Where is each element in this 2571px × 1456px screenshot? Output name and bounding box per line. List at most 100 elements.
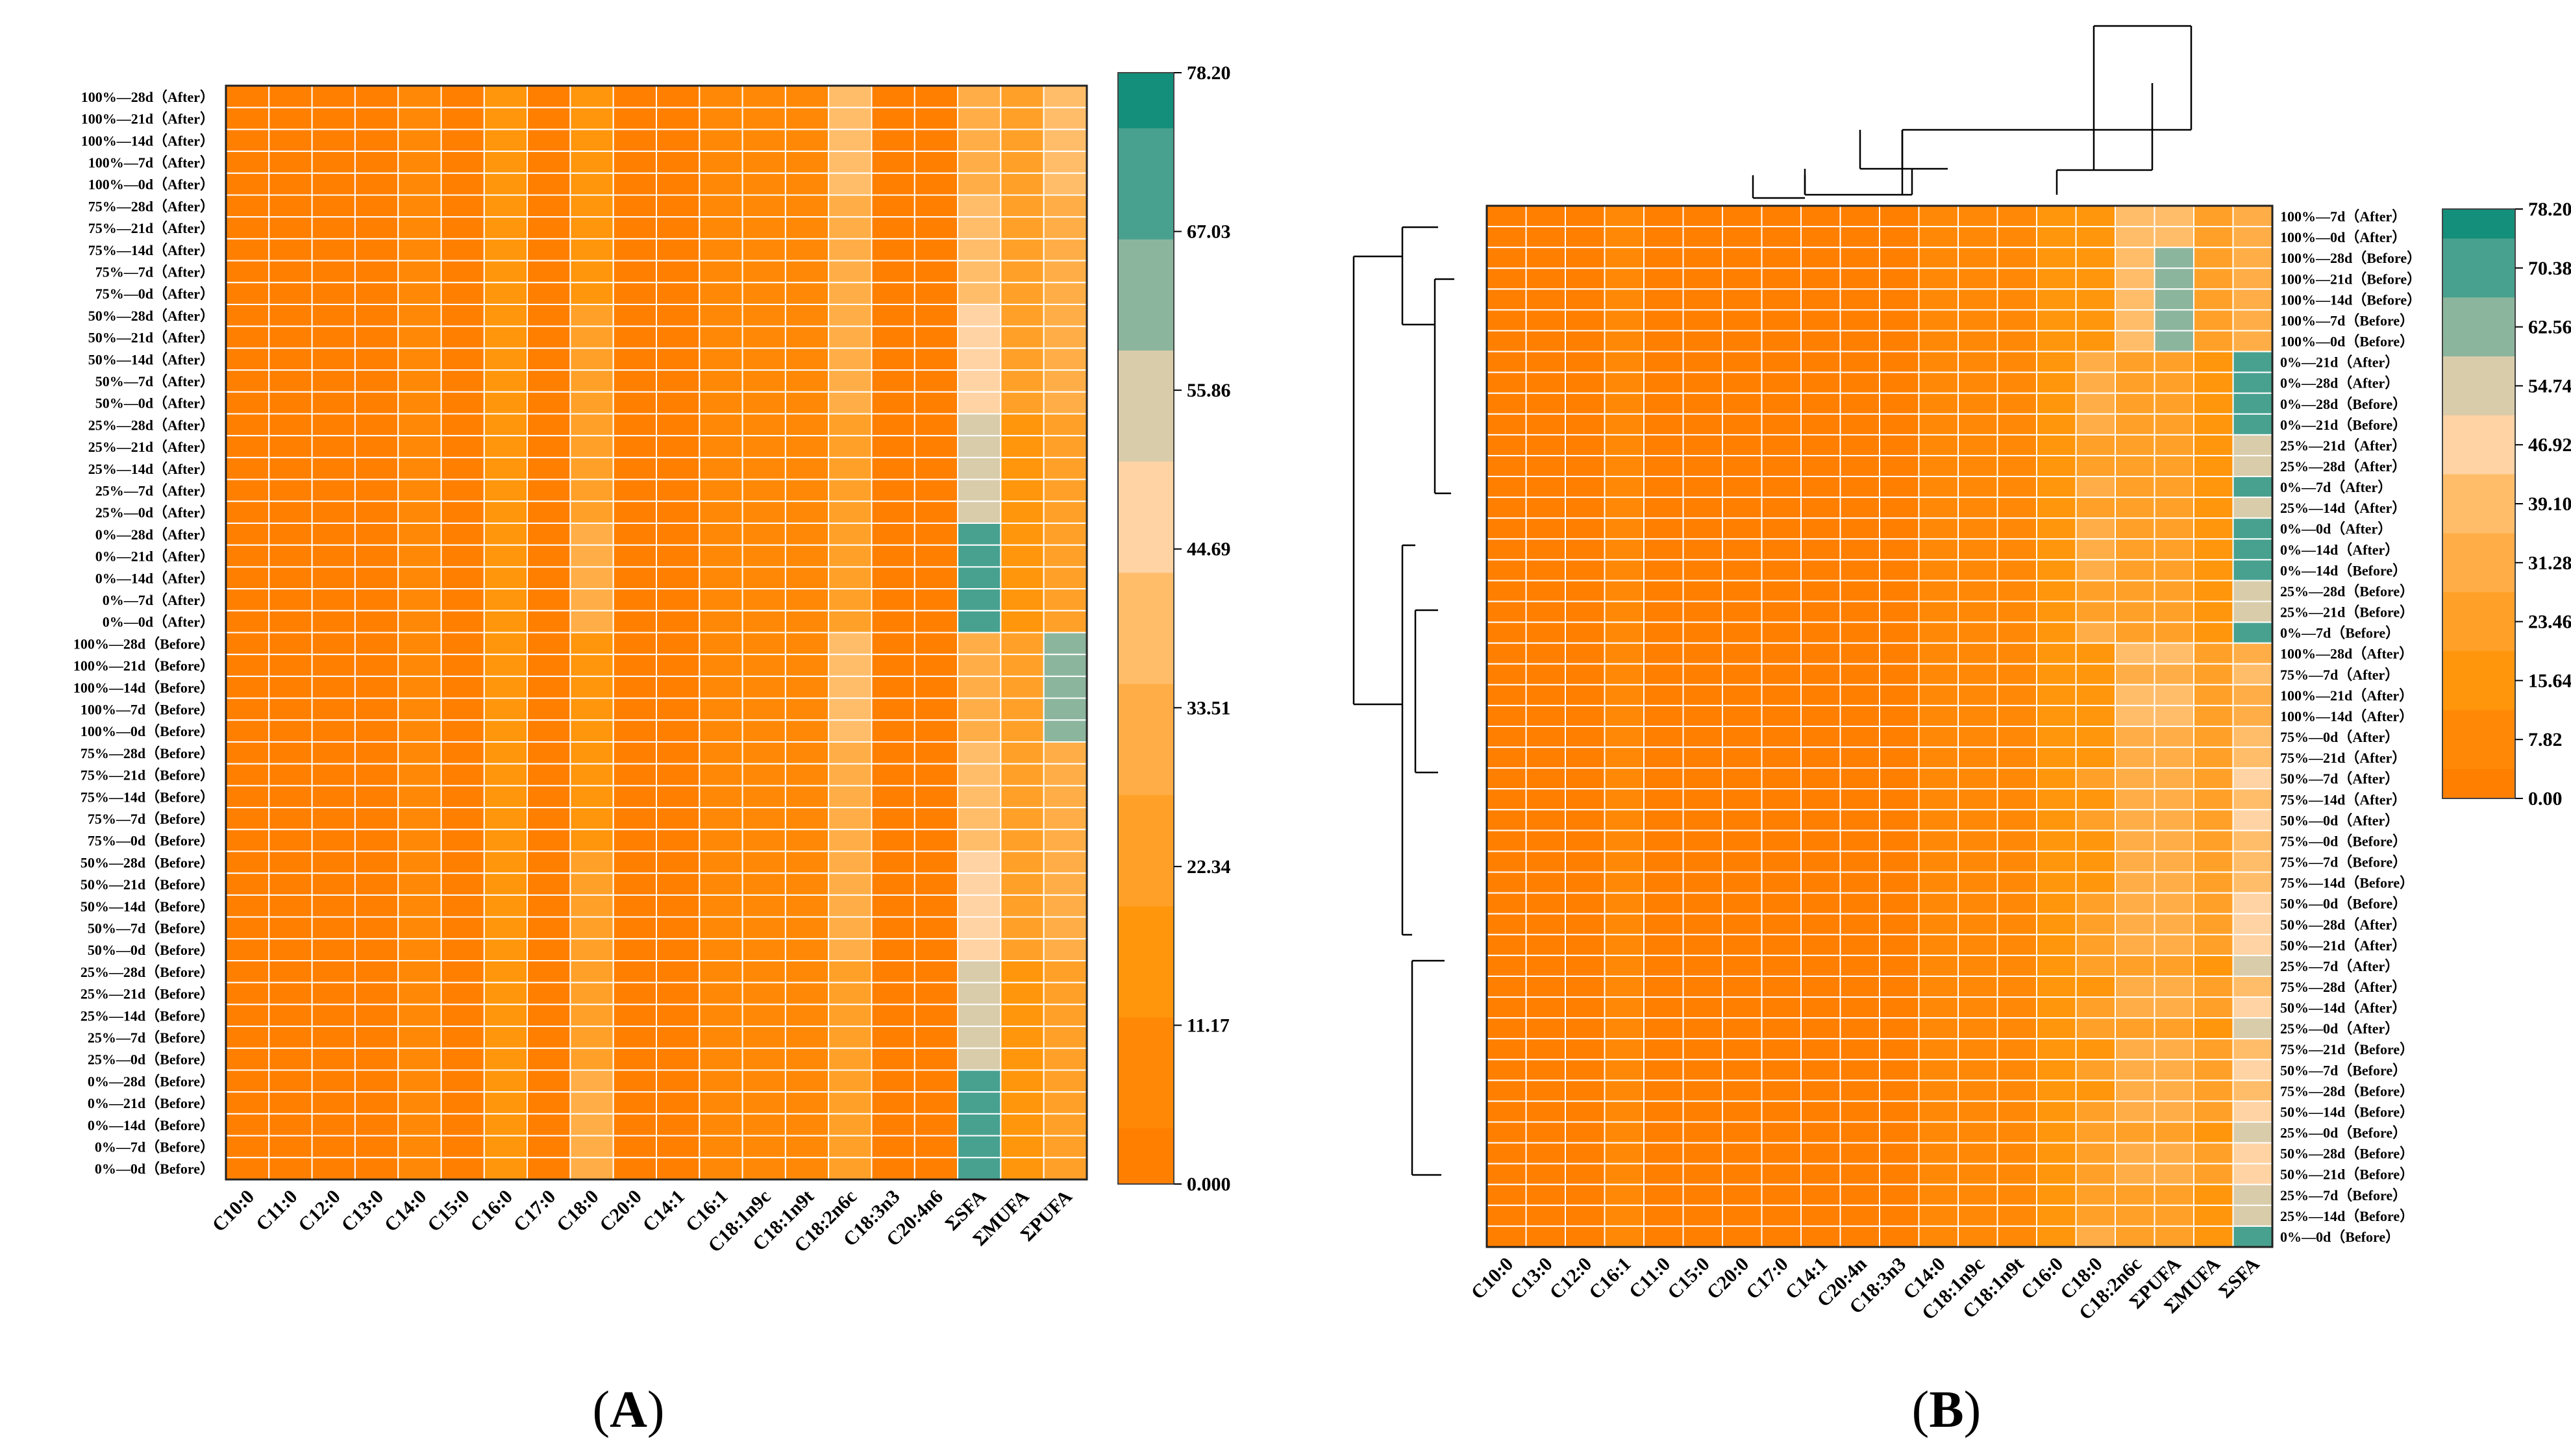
heatmap-cell xyxy=(699,1004,743,1028)
heatmap-cell xyxy=(699,129,743,153)
heatmap-cell xyxy=(1722,330,1763,352)
heatmap-cell xyxy=(871,763,915,787)
heatmap-cell xyxy=(2193,351,2234,373)
heatmap-cell xyxy=(1996,892,2037,915)
heatmap-cell xyxy=(957,697,1002,721)
heatmap-cell xyxy=(1722,434,1763,456)
heatmap-cell xyxy=(1879,1183,1920,1206)
row-label: 0%—28d（Before） xyxy=(88,1073,214,1089)
row-label: 25%—7d（After） xyxy=(2280,958,2399,974)
heatmap-cell xyxy=(268,85,313,108)
heatmap-cell xyxy=(913,347,959,371)
heatmap-cell xyxy=(1957,559,1998,582)
heatmap-cell xyxy=(1604,767,1645,790)
heatmap-cell xyxy=(784,369,830,393)
heatmap-cell xyxy=(871,981,915,1006)
heatmap-cell xyxy=(2036,913,2077,935)
heatmap-cell xyxy=(527,785,571,809)
heatmap-cell xyxy=(828,347,873,371)
heatmap-cell xyxy=(2193,1080,2234,1102)
heatmap-cell xyxy=(1839,871,1880,894)
column-label: C11:0 xyxy=(252,1186,301,1235)
heatmap-cell xyxy=(1918,913,1959,935)
heatmap-cell xyxy=(1879,767,1920,790)
heatmap-cell xyxy=(741,1004,786,1028)
heatmap-cell xyxy=(1565,600,1606,623)
heatmap-cell xyxy=(225,478,270,502)
heatmap-cell xyxy=(612,1069,658,1093)
heatmap-cell xyxy=(1800,1142,1841,1165)
row-label: 75%—0d（Before） xyxy=(88,833,214,849)
heatmap-cell xyxy=(527,894,571,918)
heatmap-cell xyxy=(1000,369,1045,393)
colorbar-segment xyxy=(1118,434,1174,463)
heatmap-cell xyxy=(1839,1163,1880,1185)
heatmap-cell xyxy=(656,632,701,656)
heatmap-cell xyxy=(784,391,830,415)
heatmap-cell xyxy=(1000,566,1045,590)
heatmap-cell xyxy=(2075,454,2116,478)
row-label: 25%—28d（After） xyxy=(2280,458,2406,475)
heatmap-cell xyxy=(440,763,485,787)
heatmap-cell xyxy=(1722,663,1763,685)
heatmap-cell xyxy=(311,1135,356,1159)
heatmap-cell xyxy=(2115,1142,2155,1165)
heatmap-cell xyxy=(1000,413,1045,437)
heatmap-cell xyxy=(1957,454,1998,478)
heatmap-cell xyxy=(1000,347,1045,371)
heatmap-cell xyxy=(527,260,571,284)
heatmap-cell xyxy=(2154,1100,2194,1123)
heatmap-cell xyxy=(268,194,313,218)
heatmap-cell xyxy=(225,238,270,262)
heatmap-cell xyxy=(1525,476,1566,499)
heatmap-cell xyxy=(311,85,356,108)
heatmap-cell xyxy=(569,369,614,393)
heatmap-cell xyxy=(268,369,313,393)
heatmap-cell xyxy=(741,807,786,830)
heatmap-cell xyxy=(1996,850,2037,873)
heatmap-cell xyxy=(612,369,658,393)
heatmap-cell xyxy=(784,85,830,108)
heatmap-cell xyxy=(1957,1183,1998,1206)
heatmap-cell xyxy=(2036,850,2077,873)
heatmap-cell xyxy=(2232,247,2273,269)
heatmap-cell xyxy=(1957,1038,1998,1061)
heatmap-cell xyxy=(828,938,873,962)
heatmap-cell xyxy=(1604,205,1645,228)
heatmap-cell xyxy=(612,588,658,611)
heatmap-cell xyxy=(527,675,571,699)
heatmap-cell xyxy=(2154,1121,2194,1144)
heatmap-cell xyxy=(354,785,399,809)
heatmap-cell xyxy=(225,741,270,765)
heatmap-cell xyxy=(397,763,442,787)
heatmap-cell xyxy=(656,260,701,284)
heatmap-cell xyxy=(1000,654,1045,677)
heatmap-cell xyxy=(1761,1142,1802,1165)
heatmap-cell xyxy=(957,129,1002,153)
heatmap-cell xyxy=(1722,871,1763,894)
heatmap-cell xyxy=(1682,1225,1723,1248)
heatmap-cell xyxy=(1682,747,1723,769)
heatmap-cell xyxy=(1800,517,1841,540)
heatmap-cell xyxy=(1486,330,1527,352)
heatmap-cell xyxy=(268,872,313,896)
heatmap-cell xyxy=(527,106,571,130)
heatmap-cell xyxy=(828,391,873,415)
heatmap-cell xyxy=(957,391,1002,415)
heatmap-cell xyxy=(1486,205,1527,228)
heatmap-cell xyxy=(1839,726,1880,748)
heatmap-cell xyxy=(1643,434,1684,456)
row-label: 25%—14d（After） xyxy=(2280,500,2406,516)
heatmap-cell xyxy=(913,632,959,656)
heatmap-cell xyxy=(2232,1100,2273,1123)
heatmap-cell xyxy=(1043,654,1087,677)
heatmap-cell xyxy=(1000,894,1045,918)
heatmap-cell xyxy=(1565,1163,1606,1185)
heatmap-cell xyxy=(2075,267,2116,290)
heatmap-cell xyxy=(1761,1121,1802,1144)
heatmap-cell xyxy=(2232,330,2273,352)
heatmap-cell xyxy=(1722,954,1763,977)
heatmap-cell xyxy=(2193,205,2234,228)
heatmap-cell xyxy=(2154,413,2194,436)
heatmap-cell xyxy=(1643,892,1684,915)
